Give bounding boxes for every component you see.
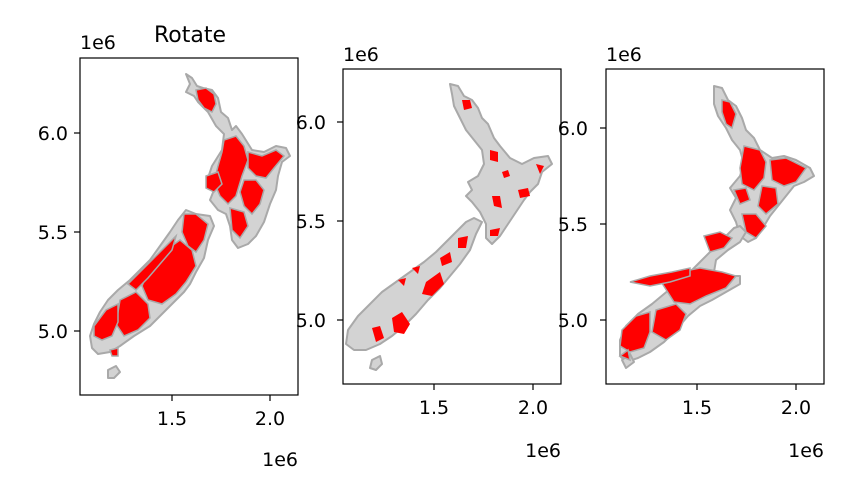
panel-2-island-9	[440, 252, 452, 266]
panel-1-region-waikato	[213, 135, 249, 206]
panel-2-x-axis: 1.5 2.0 1e6	[419, 384, 561, 462]
panel-1-ytick-5-5: 5.5	[38, 222, 68, 244]
panel-1-x-axis: 1.5 2.0 1e6	[157, 395, 298, 471]
panel-3-xtick-1-5: 1.5	[682, 397, 712, 419]
panel-3-region-tasman	[703, 231, 734, 253]
panel-1-x-offset: 1e6	[262, 449, 298, 471]
panel-3-region-taranaki	[732, 187, 751, 205]
panel-3-region-southland	[619, 311, 651, 353]
panel-3: 1e6 6.0 5.5 5.0	[558, 44, 825, 462]
panel-2-island-2	[490, 150, 498, 162]
panel-1-region-taranaki	[205, 171, 223, 193]
panel-1-region-canterbury	[141, 239, 197, 305]
panel-2-map	[345, 83, 553, 371]
panel-1-title: Rotate	[154, 23, 226, 48]
panel-2-x-offset: 1e6	[525, 440, 561, 462]
panel-2-ytick-6: 6.0	[296, 112, 326, 134]
panel-2-y-axis: 6.0 5.5 5.0	[296, 112, 343, 332]
panel-2-ytick-5-5: 5.5	[296, 211, 326, 233]
panel-2-island-5	[536, 164, 544, 174]
panel-2-north-island	[449, 83, 553, 245]
panel-3-ytick-5-5: 5.5	[558, 214, 588, 236]
panel-3-y-axis: 6.0 5.5 5.0	[558, 118, 606, 332]
panel-2-frame	[342, 68, 562, 385]
panel-2-island-1	[462, 100, 472, 110]
panel-3-region-hawkes	[757, 185, 779, 216]
panel-2-island-11	[392, 312, 410, 334]
panel-2-island-14	[398, 278, 406, 286]
panel-3-map	[618, 85, 815, 369]
panel-2: 1e6 6.0 5.5	[296, 44, 562, 462]
panel-1: Rotate 1e6	[38, 23, 299, 471]
panel-3-y-offset: 1e6	[606, 44, 642, 66]
panel-2-south-island	[345, 217, 483, 351]
panel-3-x-axis: 1.5 2.0 1e6	[682, 384, 824, 462]
panel-2-xtick-1-5: 1.5	[419, 397, 449, 419]
panel-1-xtick-2-0: 2.0	[255, 408, 285, 430]
panel-1-region-south-small	[109, 347, 119, 357]
panel-1-ytick-5: 5.0	[38, 321, 68, 343]
panel-2-stewart-island	[369, 355, 383, 371]
panel-3-ytick-6: 6.0	[558, 118, 588, 140]
panel-2-y-offset: 1e6	[343, 44, 379, 66]
panel-2-island-7	[490, 228, 500, 236]
panel-2-island-12	[372, 326, 384, 342]
panel-1-region-tasman	[181, 213, 209, 254]
panel-1-map	[89, 73, 291, 379]
panel-1-y-offset: 1e6	[80, 32, 116, 54]
panel-1-stewart-island	[107, 365, 121, 379]
panel-1-region-bay	[247, 149, 286, 179]
panel-3-region-south-small	[618, 348, 632, 362]
panel-3-region-westcoast	[629, 267, 691, 287]
panel-1-region-wellington	[229, 206, 249, 240]
panel-3-region-northland	[721, 99, 737, 130]
panel-2-island-13	[412, 266, 420, 274]
panel-1-xtick-1-5: 1.5	[157, 408, 187, 430]
panel-1-region-hawkes	[239, 179, 265, 216]
panel-1-region-otago	[115, 291, 151, 337]
panel-1-region-southland	[93, 302, 119, 341]
panel-3-x-offset: 1e6	[788, 440, 824, 462]
panel-1-ytick-6: 6.0	[38, 123, 68, 145]
panel-1-region-northland	[195, 87, 217, 114]
panel-2-xtick-2-0: 2.0	[518, 397, 548, 419]
panel-2-island-8	[458, 236, 468, 248]
panel-2-island-4	[518, 188, 530, 198]
panel-3-region-otago	[651, 303, 687, 341]
panel-2-island-10	[422, 272, 444, 296]
panel-3-ytick-5: 5.0	[558, 310, 588, 332]
panel-3-region-bay	[769, 157, 808, 187]
panel-1-frame	[79, 57, 299, 396]
panel-2-island-6	[492, 196, 502, 208]
panel-3-xtick-2-0: 2.0	[781, 397, 811, 419]
panel-3-region-wellington	[741, 213, 767, 239]
panel-2-ytick-5: 5.0	[296, 310, 326, 332]
panel-3-region-waikato	[739, 145, 767, 191]
panel-1-y-axis: 6.0 5.5 5.0	[38, 123, 80, 343]
panel-2-island-3	[502, 170, 510, 178]
panel-3-frame	[605, 68, 825, 385]
panel-1-region-westcoast	[126, 233, 178, 291]
